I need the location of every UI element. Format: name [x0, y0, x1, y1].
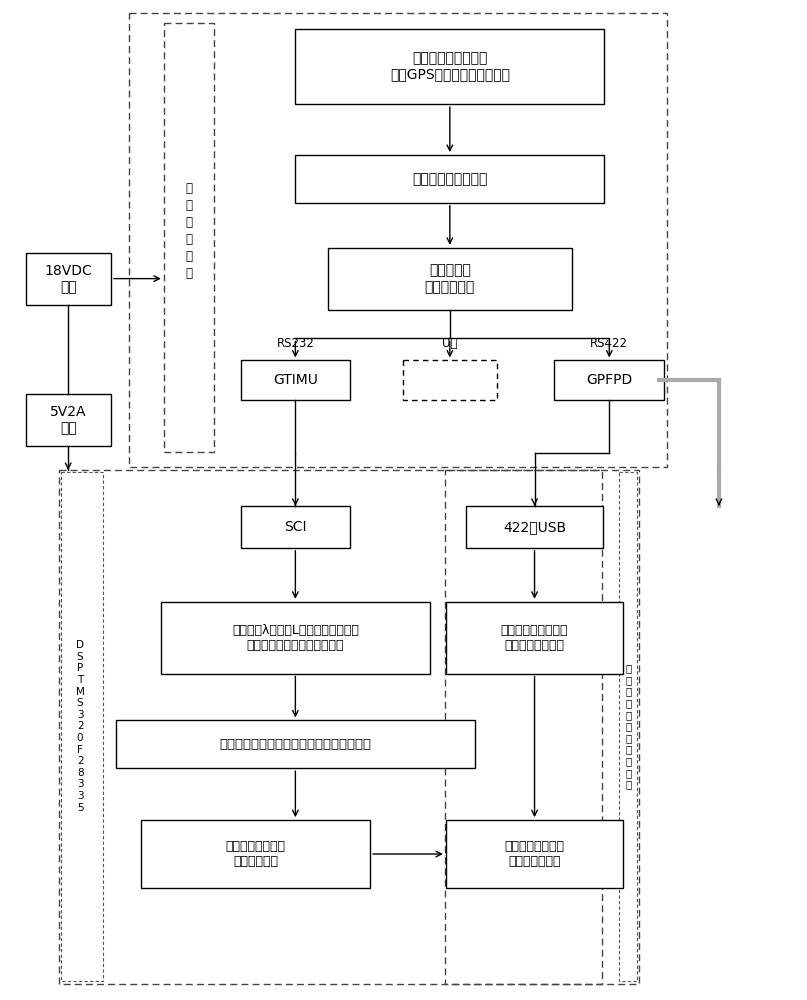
Bar	[445, 602, 623, 674]
Text: 采集经度λ、纬度L、光纤陀螺仪角加
速度、加速度计的比力等信息: 采集经度λ、纬度L、光纤陀螺仪角加 速度、加速度计的比力等信息	[232, 624, 359, 652]
Bar	[26, 253, 111, 305]
Text: SCI: SCI	[284, 520, 307, 534]
Text: 解算姿态信息与实
际姿态信息对比: 解算姿态信息与实 际姿态信息对比	[504, 840, 565, 868]
Bar	[466, 506, 604, 548]
Bar	[141, 820, 370, 888]
Bar	[295, 29, 604, 104]
Text: 计算捷联姿态矩阵
，解算载体姿: 计算捷联姿态矩阵 ，解算载体姿	[225, 840, 286, 868]
Bar	[161, 602, 430, 674]
Bar	[619, 472, 638, 981]
Bar	[445, 820, 623, 888]
Bar	[59, 470, 602, 984]
Text: 初始设置，
导航系统预热: 初始设置， 导航系统预热	[424, 264, 475, 294]
Bar	[328, 248, 572, 310]
Text: 检查各项连线、上电: 检查各项连线、上电	[412, 172, 487, 186]
Bar	[61, 472, 103, 981]
Text: U口: U口	[442, 337, 458, 350]
Text: 上
位
导
航
计
算
机
实
验
验
证: 上 位 导 航 计 算 机 实 验 验 证	[625, 663, 631, 789]
Bar	[445, 470, 639, 984]
Text: 安装组合导航系统，
矫正GPS天线和主机三轴方向: 安装组合导航系统， 矫正GPS天线和主机三轴方向	[390, 51, 510, 81]
Text: 实际载体姿态信息的
采集、分析、解包: 实际载体姿态信息的 采集、分析、解包	[501, 624, 568, 652]
Text: RS232: RS232	[277, 337, 314, 350]
Text: RS422: RS422	[590, 337, 629, 350]
Text: 422转USB: 422转USB	[503, 520, 566, 534]
Text: GTIMU: GTIMU	[273, 373, 318, 387]
Bar	[26, 394, 111, 446]
Bar	[240, 360, 350, 400]
Text: 5V2A
电源: 5V2A 电源	[50, 405, 86, 435]
Text: 基于李群滤波的捷联惯性导航初始对准方法: 基于李群滤波的捷联惯性导航初始对准方法	[220, 738, 371, 751]
Text: 组
合
导
航
系
统: 组 合 导 航 系 统	[186, 182, 192, 280]
Bar	[116, 720, 475, 768]
Text: 18VDC
电源: 18VDC 电源	[44, 264, 92, 294]
Bar	[129, 13, 667, 467]
Bar	[295, 155, 604, 203]
Bar	[240, 506, 350, 548]
Bar	[164, 23, 214, 452]
Bar	[554, 360, 664, 400]
Bar	[403, 360, 497, 400]
Text: GPFPD: GPFPD	[586, 373, 633, 387]
Text: D
S
P
T
M
S
3
2
0
F
2
8
3
3
5: D S P T M S 3 2 0 F 2 8 3 3 5	[76, 640, 85, 813]
